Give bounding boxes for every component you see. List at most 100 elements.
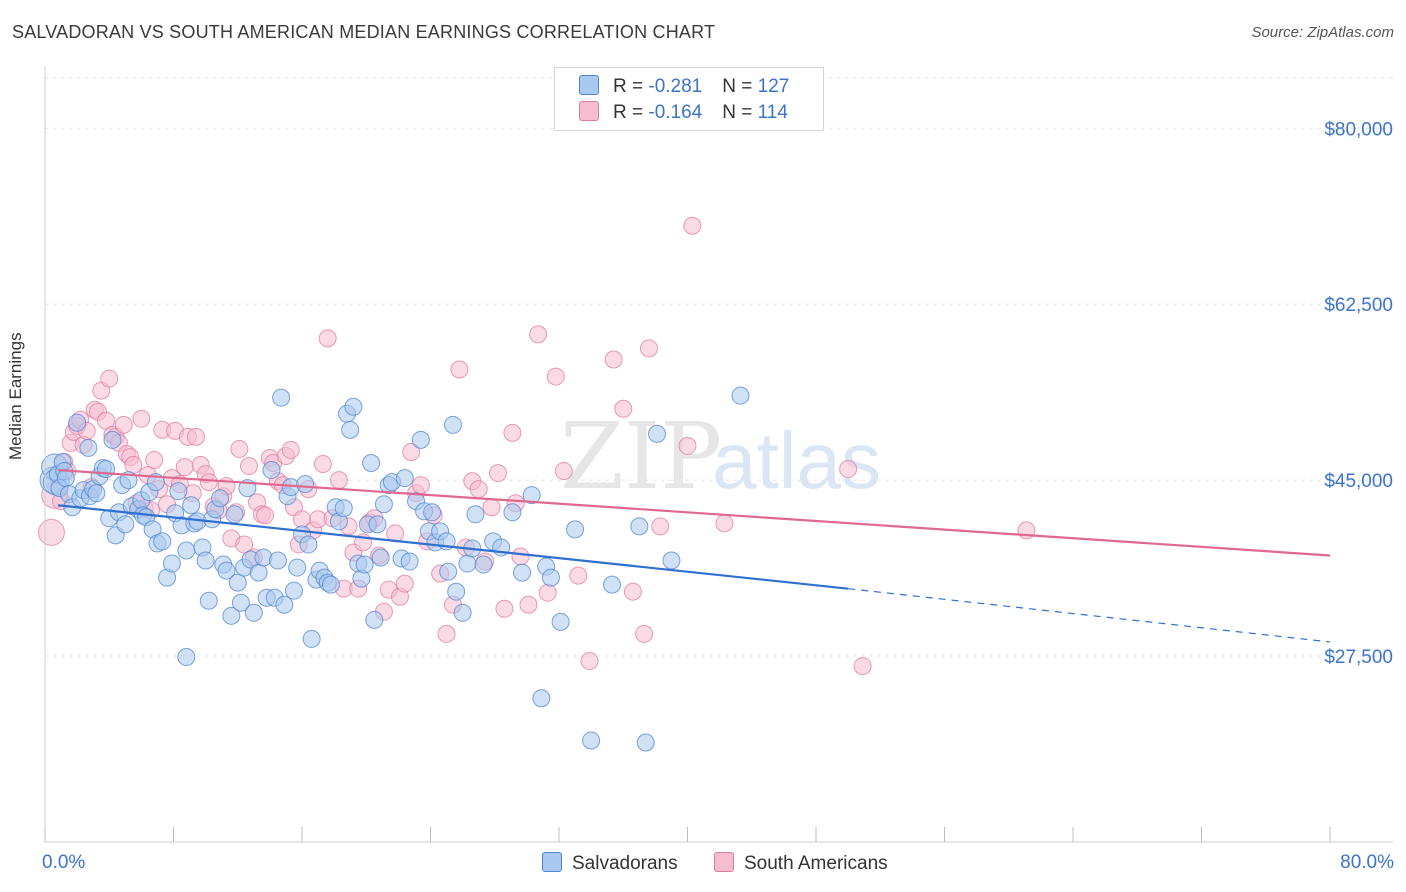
watermark-atlas: atlas — [712, 416, 881, 505]
data-point — [466, 505, 485, 524]
data-point — [639, 339, 658, 358]
data-point — [371, 548, 390, 567]
data-point — [186, 427, 205, 446]
data-point — [341, 420, 360, 439]
data-point — [546, 367, 565, 386]
data-point — [97, 460, 116, 479]
data-point — [199, 473, 218, 492]
data-point — [469, 480, 488, 499]
legend-item-south-americans: South Americans — [714, 852, 888, 875]
data-point — [275, 595, 294, 614]
data-point — [554, 462, 573, 481]
data-point — [355, 555, 374, 574]
data-point — [503, 503, 522, 522]
data-point — [281, 440, 300, 459]
data-point — [453, 603, 472, 622]
data-point — [447, 582, 466, 601]
legend-item-salvadorans: Salvadorans — [542, 852, 678, 875]
data-point — [636, 733, 655, 752]
data-point — [519, 595, 538, 614]
data-point — [132, 409, 151, 428]
x-tick-max: 80.0% — [1340, 852, 1394, 873]
data-point — [249, 563, 268, 582]
y-tick-label: $62,500 — [1324, 295, 1393, 316]
data-point — [683, 216, 702, 235]
data-point — [853, 657, 872, 676]
data-point — [400, 552, 419, 571]
data-point — [731, 386, 750, 405]
data-point — [145, 451, 164, 469]
data-point — [488, 464, 507, 483]
trend-line-salvadorans — [57, 504, 849, 590]
watermark-zip: ZIP — [560, 403, 722, 510]
data-point — [365, 610, 384, 629]
data-point — [268, 551, 287, 570]
n-label: N = — [722, 102, 758, 123]
legend-label-salvadorans: Salvadorans — [572, 853, 678, 874]
swatch-south-americans-bottom — [714, 852, 734, 872]
data-point — [313, 455, 332, 474]
data-point — [532, 689, 551, 708]
legend-row-south-americans: R = -0.164 N = 114 — [579, 101, 788, 127]
data-point — [368, 515, 387, 534]
data-point — [302, 629, 321, 648]
watermark: ZIP atlas — [560, 403, 881, 510]
data-point — [630, 517, 649, 536]
data-point — [458, 554, 477, 573]
n-value: 114 — [757, 102, 788, 123]
data-point — [495, 599, 514, 618]
data-point — [79, 438, 98, 457]
data-point — [329, 471, 348, 490]
data-point — [522, 486, 541, 505]
data-point — [439, 562, 458, 581]
data-point — [569, 566, 588, 585]
stats-legend: R = -0.281 N = 127 R = -0.164 N = 114 — [554, 67, 824, 131]
data-point — [222, 606, 241, 625]
data-point — [551, 612, 570, 631]
data-point — [162, 554, 181, 573]
data-point — [272, 388, 291, 407]
data-point — [538, 583, 557, 602]
legend-label-south-americans: South Americans — [744, 853, 888, 874]
data-point — [474, 555, 493, 574]
data-point — [114, 415, 133, 434]
data-point — [124, 456, 143, 475]
data-point — [374, 495, 393, 514]
r-value: -0.164 — [648, 102, 703, 123]
data-point — [262, 461, 281, 480]
data-point — [437, 624, 456, 643]
chart-title: SALVADORAN VS SOUTH AMERICAN MEDIAN EARN… — [12, 22, 716, 42]
data-point — [580, 652, 599, 671]
data-point — [402, 442, 421, 461]
data-point — [284, 581, 303, 600]
data-point — [582, 731, 601, 750]
data-point — [423, 503, 442, 522]
data-point — [217, 561, 236, 580]
data-point — [344, 397, 363, 416]
n-label: N = — [722, 76, 758, 97]
n-value: 127 — [757, 76, 790, 97]
y-tick-label: $45,000 — [1324, 471, 1393, 492]
data-point — [450, 360, 469, 379]
source-credit: Source: ZipAtlas.com — [1251, 24, 1394, 41]
data-point — [395, 469, 414, 488]
r-label: R = — [613, 102, 649, 123]
data-point — [153, 532, 172, 551]
data-point — [68, 413, 87, 432]
data-point — [199, 591, 218, 610]
r-value: -0.281 — [648, 76, 703, 97]
data-point — [647, 424, 666, 443]
data-point — [169, 482, 188, 501]
swatch-salvadorans-bottom — [542, 852, 562, 872]
x-tick-min: 0.0% — [42, 852, 86, 873]
data-point — [541, 568, 560, 587]
data-point — [635, 624, 654, 643]
data-point — [604, 350, 623, 369]
data-point — [228, 573, 247, 592]
data-point — [651, 517, 670, 536]
data-point — [395, 574, 414, 593]
data-point — [87, 484, 106, 503]
data-point — [100, 369, 119, 388]
data-point — [321, 575, 340, 594]
data-point — [116, 515, 135, 534]
